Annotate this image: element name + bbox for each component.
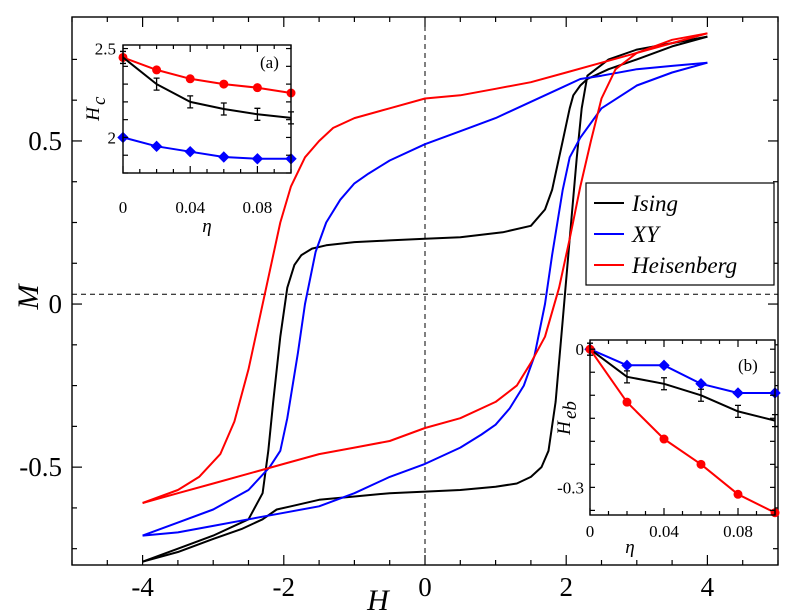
inset-b-ising-point xyxy=(661,377,667,391)
inset-b-y-axis-label: H eb xyxy=(554,401,581,436)
inset-b-heisenberg-point xyxy=(622,397,632,407)
inset-b-ising-point xyxy=(624,370,630,384)
y-tick-label: -0.5 xyxy=(19,452,62,482)
legend-label-ising: Ising xyxy=(631,191,678,216)
heisenberg-descending-branch xyxy=(142,32,708,504)
x-tick-label: -4 xyxy=(131,572,154,602)
inset-a-ising-point xyxy=(187,95,194,109)
inset-a-x-axis-label: η xyxy=(202,216,211,237)
inset-b-panel-label: (b) xyxy=(738,356,758,375)
inset-a-ising-point xyxy=(220,102,227,116)
inset-a-y-tick-label: 2.5 xyxy=(95,40,116,59)
inset-a-ising-point xyxy=(153,77,160,91)
inset-a-heisenberg-point xyxy=(252,83,262,93)
inset-b-x-tick-label: 0 xyxy=(586,522,595,541)
inset-a-xy-point xyxy=(184,145,196,158)
inset-a-y-axis-label-main: H xyxy=(83,106,104,122)
inset-b-x-tick-label: 0.08 xyxy=(723,522,753,541)
inset-b-y-axis-label-sub: eb xyxy=(560,401,581,419)
inset-b: 0 0.04 0.08 0 -0.3 (b) η H eb xyxy=(554,339,781,558)
inset-b-heisenberg-point xyxy=(733,489,743,499)
inset-a-heisenberg-point xyxy=(185,74,195,84)
inset-a-y-axis-label-sub: c xyxy=(89,96,110,105)
inset-a-x-tick-label: 0.04 xyxy=(175,198,205,217)
inset-b-xy-line xyxy=(589,348,775,394)
inset-b-x-axis-label: η xyxy=(625,537,634,558)
main-x-axis-label: H xyxy=(366,584,391,612)
legend-label-xy: XY xyxy=(631,222,661,247)
inset-b-ising-point xyxy=(735,404,741,419)
inset-a-y-tick-label: 2 xyxy=(108,128,117,147)
x-tick-label: 2 xyxy=(559,572,573,602)
main-y-axis-label: M xyxy=(12,283,45,311)
inset-b-heisenberg-point xyxy=(659,434,669,444)
inset-a-heisenberg-line xyxy=(122,56,292,94)
inset-b-xy-point xyxy=(732,387,744,399)
heisenberg-ascending-branch xyxy=(142,32,708,504)
y-tick-label: 0 xyxy=(49,289,63,319)
inset-a-ticks: 0 0.04 0.08 2 2.5 xyxy=(95,40,292,217)
inset-b-ticks: 0 0.04 0.08 0 -0.3 xyxy=(557,340,776,541)
inset-b-y-tick-label: 0 xyxy=(576,340,585,359)
inset-b-series xyxy=(584,342,781,518)
x-tick-label: 4 xyxy=(701,572,715,602)
inset-a-heisenberg-point xyxy=(219,79,229,89)
legend-label-heisenberg: Heisenberg xyxy=(631,253,737,278)
y-tick-label: 0.5 xyxy=(28,126,62,156)
x-tick-label: 0 xyxy=(418,572,432,602)
legend: Ising XY Heisenberg xyxy=(585,182,775,286)
inset-b-y-tick-label: -0.3 xyxy=(557,478,584,497)
inset-a-background xyxy=(123,45,291,173)
inset-b-heisenberg-line xyxy=(589,348,776,514)
inset-a-xy-point xyxy=(251,153,264,165)
inset-b-xy-point xyxy=(658,359,670,372)
inset-a-x-tick-label: 0.08 xyxy=(243,198,273,217)
inset-a-xy-point xyxy=(150,140,163,153)
inset-a-x-tick-label: 0 xyxy=(119,198,128,217)
inset-a-ising-point xyxy=(254,107,261,121)
inset-a-ising-line xyxy=(122,56,292,119)
main-reference-lines xyxy=(72,17,778,565)
ising-descending-branch xyxy=(142,35,708,563)
x-tick-label: -2 xyxy=(273,572,296,602)
inset-b-background xyxy=(590,340,775,515)
main-ticks: -4 -2 0 2 4 -0.5 0 0.5 xyxy=(19,17,779,602)
inset-b-ising-line xyxy=(589,348,776,422)
inset-b-ising-point xyxy=(698,388,704,402)
inset-b-y-axis-label-main: H xyxy=(554,420,575,436)
xy-ascending-branch xyxy=(142,61,708,537)
inset-a-heisenberg-point xyxy=(152,65,162,75)
inset-b-x-tick-label: 0.04 xyxy=(649,522,679,541)
inset-a-panel-label: (a) xyxy=(260,53,279,72)
inset-b-heisenberg-point xyxy=(696,459,706,469)
main-curves xyxy=(142,32,708,563)
inset-a-y-axis-label: H c xyxy=(83,96,110,122)
inset-a-xy-point xyxy=(218,151,230,163)
inset-a: 0 0.04 0.08 2 2.5 (a) η H c xyxy=(83,40,297,237)
